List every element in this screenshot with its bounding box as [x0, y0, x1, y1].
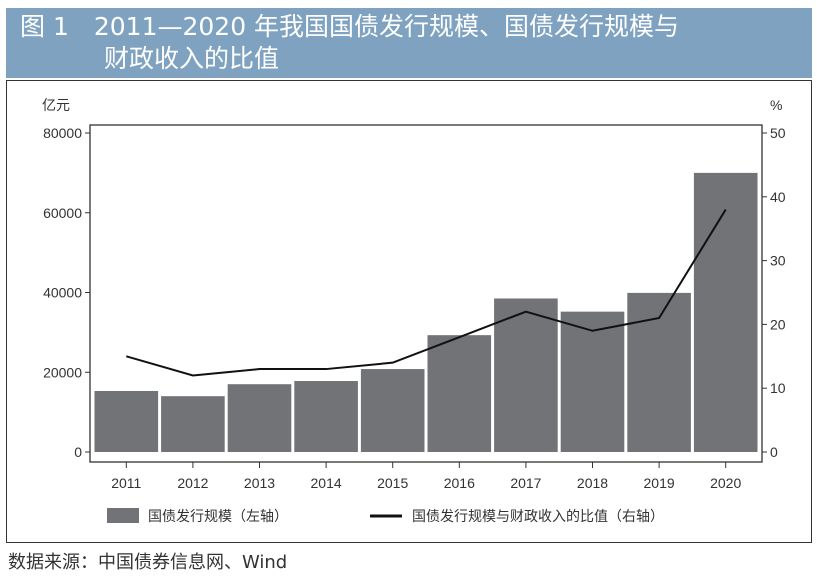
right-tick-label: 30: [770, 253, 786, 269]
ratio-line: [126, 209, 727, 377]
legend-bar-swatch: [107, 508, 139, 523]
x-tick-label: 2013: [244, 475, 275, 491]
title-line-1: 图 1 2011—2020 年我国国债发行规模、国债发行规模与: [20, 12, 680, 41]
left-tick-label: 20000: [43, 364, 82, 380]
figure-title: 图 1 2011—2020 年我国国债发行规模、国债发行规模与 财政收入的比值: [6, 8, 812, 78]
right-tick-label: 20: [770, 316, 786, 332]
bar-2014: [294, 381, 358, 452]
x-tick-label: 2015: [377, 475, 408, 491]
bar-2017: [494, 298, 558, 452]
x-tick-label: 2011: [111, 475, 141, 491]
x-tick-label: 2018: [577, 475, 608, 491]
bar-2013: [227, 384, 292, 452]
right-tick-label: 50: [770, 125, 786, 141]
x-tick-label: 2020: [710, 475, 741, 491]
x-tick-label: 2016: [444, 475, 475, 491]
bar-2015: [360, 369, 425, 452]
right-tick-label: 0: [770, 444, 778, 460]
bar-2012: [161, 396, 225, 452]
title-line-2: 财政收入的比值: [104, 44, 280, 73]
right-tick-label: 10: [770, 380, 786, 396]
left-tick-label: 40000: [43, 285, 82, 301]
x-tick-label: 2019: [644, 475, 675, 491]
right-axis-unit: %: [770, 97, 782, 113]
left-tick-label: 60000: [43, 205, 82, 221]
right-tick-label: 40: [770, 189, 786, 205]
left-axis-unit: 亿元: [42, 97, 70, 113]
x-tick-label: 2014: [311, 475, 342, 491]
plot-area: [89, 124, 763, 463]
bar-2018: [560, 311, 625, 452]
bar-2019: [627, 292, 691, 452]
chart-frame: [6, 80, 812, 543]
bar-2016: [427, 335, 492, 452]
x-tick-label: 2012: [177, 475, 208, 491]
left-tick-label: 80000: [43, 125, 82, 141]
bar-2020: [693, 172, 758, 452]
legend-line-label: 国债发行规模与财政收入的比值（右轴）: [412, 508, 664, 524]
legend-bar-label: 国债发行规模（左轴）: [148, 508, 288, 524]
x-tick-label: 2017: [510, 475, 541, 491]
left-tick-label: 0: [74, 444, 82, 460]
source-note: 数据来源：中国债券信息网、Wind: [8, 552, 288, 573]
bar-2011: [94, 390, 159, 452]
